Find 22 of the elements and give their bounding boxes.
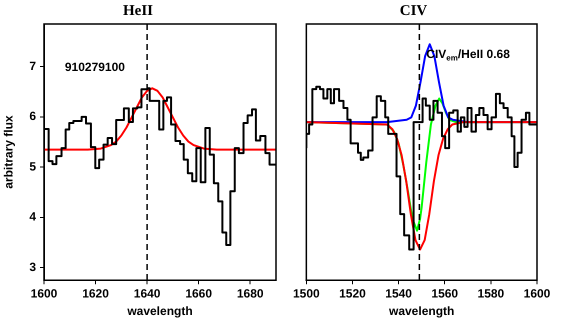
chart-title: CIV [400, 2, 428, 19]
x-axis-title: wavelength [126, 304, 193, 318]
y-tick-label: 3 [29, 260, 36, 274]
y-tick-label: 4 [29, 210, 36, 224]
x-tick-label: 1520 [339, 286, 366, 301]
x-tick-label: 1600 [524, 286, 551, 301]
x-axis-title: wavelength [388, 304, 454, 318]
y-axis-title: arbitrary flux [2, 115, 16, 189]
annotation: 910279100 [64, 60, 126, 74]
y-tick-label: 7 [29, 59, 36, 74]
x-tick-label: 1580 [478, 286, 505, 301]
x-tick-label: 1660 [185, 286, 212, 301]
x-tick-label: 1640 [134, 286, 161, 301]
y-tick-label: 5 [29, 159, 36, 174]
x-tick-label: 1540 [385, 286, 412, 301]
x-tick-label: 1500 [292, 286, 320, 301]
x-tick-label: 1680 [236, 286, 264, 301]
x-tick-label: 1600 [30, 286, 58, 301]
chart-title: HeII [123, 2, 154, 19]
x-tick-label: 1620 [82, 286, 110, 301]
y-tick-label: 6 [29, 109, 36, 124]
x-tick-label: 1560 [431, 286, 458, 301]
